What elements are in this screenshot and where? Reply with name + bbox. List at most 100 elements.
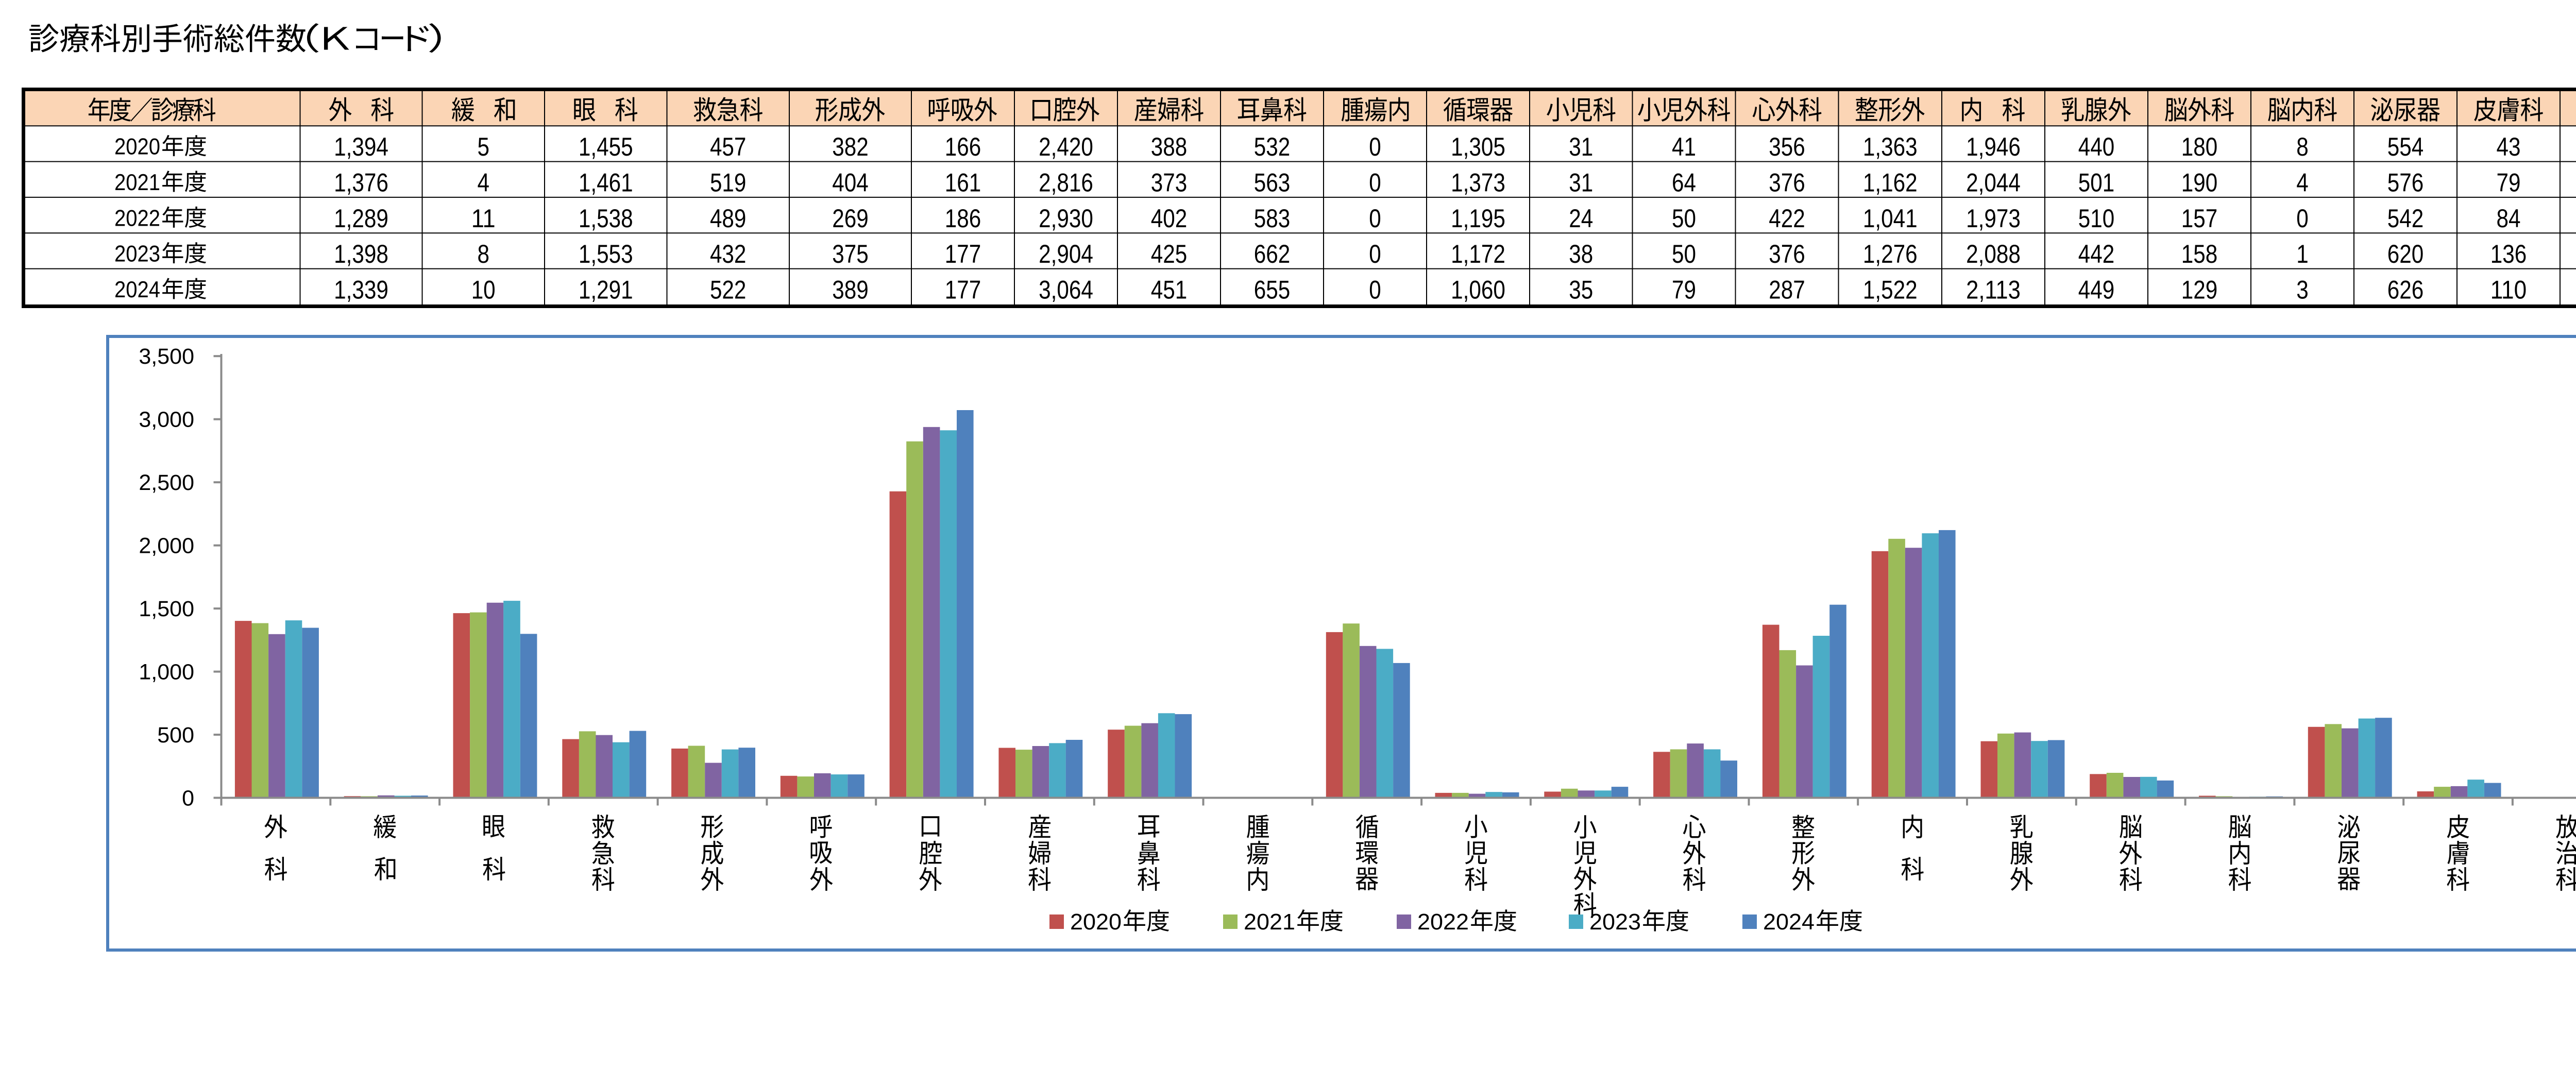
svg-text:79: 79	[1672, 276, 1696, 304]
svg-text:177: 177	[945, 240, 981, 268]
svg-text:50: 50	[1672, 240, 1696, 268]
svg-text:620: 620	[2387, 240, 2424, 268]
svg-text:500: 500	[157, 723, 194, 748]
svg-text:3,064: 3,064	[1039, 276, 1093, 304]
svg-text:177: 177	[945, 276, 981, 304]
svg-text:382: 382	[832, 132, 869, 161]
svg-text:389: 389	[832, 276, 869, 304]
svg-text:522: 522	[710, 276, 747, 304]
svg-text:563: 563	[1254, 168, 1291, 197]
svg-text:186: 186	[945, 204, 981, 233]
svg-text:1,455: 1,455	[579, 132, 633, 161]
svg-text:1,060: 1,060	[1451, 276, 1505, 304]
svg-text:442: 442	[2078, 240, 2115, 268]
svg-text:0: 0	[1369, 276, 1381, 304]
svg-text:64: 64	[1672, 168, 1696, 197]
svg-text:1,500: 1,500	[139, 597, 194, 621]
svg-text:5: 5	[477, 132, 489, 161]
svg-text:626: 626	[2387, 276, 2424, 304]
svg-text:158: 158	[2181, 240, 2218, 268]
svg-text:4: 4	[477, 168, 489, 197]
svg-text:2,816: 2,816	[1039, 168, 1093, 197]
svg-text:3,500: 3,500	[139, 344, 194, 369]
svg-text:166: 166	[945, 132, 981, 161]
svg-text:8: 8	[477, 240, 489, 268]
svg-text:376: 376	[1769, 168, 1805, 197]
svg-text:1,276: 1,276	[1863, 240, 1918, 268]
svg-text:2,500: 2,500	[139, 470, 194, 495]
svg-text:2,420: 2,420	[1039, 132, 1093, 161]
svg-text:2022: 2022	[114, 206, 160, 231]
svg-text:1,373: 1,373	[1451, 168, 1505, 197]
svg-text:376: 376	[1769, 240, 1805, 268]
svg-text:1,305: 1,305	[1451, 132, 1505, 161]
svg-text:655: 655	[1254, 276, 1291, 304]
svg-text:1,461: 1,461	[579, 168, 633, 197]
svg-text:1,195: 1,195	[1451, 204, 1505, 233]
svg-text:269: 269	[832, 204, 869, 233]
svg-text:402: 402	[1151, 204, 1188, 233]
svg-text:2021: 2021	[1244, 909, 1295, 935]
svg-text:1,376: 1,376	[334, 168, 388, 197]
svg-text:2022: 2022	[1417, 909, 1469, 935]
svg-text:375: 375	[832, 240, 869, 268]
svg-text:489: 489	[710, 204, 747, 233]
svg-text:110: 110	[2490, 276, 2527, 304]
svg-text:1,000: 1,000	[139, 660, 194, 685]
svg-text:1,289: 1,289	[334, 204, 388, 233]
svg-text:0: 0	[182, 786, 194, 811]
svg-text:3: 3	[2296, 276, 2309, 304]
svg-text:449: 449	[2078, 276, 2115, 304]
svg-text:432: 432	[710, 240, 747, 268]
svg-text:373: 373	[1151, 168, 1188, 197]
svg-text:1,973: 1,973	[1966, 204, 2021, 233]
svg-text:356: 356	[1769, 132, 1805, 161]
svg-text:129: 129	[2181, 276, 2218, 304]
svg-text:3,000: 3,000	[139, 408, 194, 432]
svg-text:161: 161	[945, 168, 981, 197]
svg-text:1,538: 1,538	[579, 204, 633, 233]
svg-text:2020: 2020	[114, 134, 160, 160]
svg-text:2024: 2024	[114, 277, 160, 302]
svg-text:31: 31	[1569, 132, 1593, 161]
svg-text:576: 576	[2387, 168, 2424, 197]
svg-text:1,172: 1,172	[1451, 240, 1505, 268]
svg-text:35: 35	[1569, 276, 1593, 304]
svg-text:8: 8	[2296, 132, 2309, 161]
svg-text:157: 157	[2181, 204, 2218, 233]
svg-text:136: 136	[2490, 240, 2527, 268]
svg-text:2020: 2020	[1070, 909, 1122, 935]
svg-text:2024: 2024	[1763, 909, 1815, 935]
svg-text:84: 84	[2497, 204, 2521, 233]
svg-text:1: 1	[2296, 240, 2309, 268]
svg-text:0: 0	[2296, 204, 2309, 233]
svg-text:1,291: 1,291	[579, 276, 633, 304]
svg-text:1,946: 1,946	[1966, 132, 2021, 161]
svg-text:41: 41	[1672, 132, 1696, 161]
svg-text:0: 0	[1369, 204, 1381, 233]
svg-text:583: 583	[1254, 204, 1291, 233]
svg-text:0: 0	[1369, 132, 1381, 161]
svg-text:2023: 2023	[114, 242, 160, 267]
svg-text:662: 662	[1254, 240, 1291, 268]
svg-text:425: 425	[1151, 240, 1188, 268]
svg-text:0: 0	[1369, 240, 1381, 268]
svg-text:50: 50	[1672, 204, 1696, 233]
svg-text:43: 43	[2497, 132, 2521, 161]
svg-text:1,339: 1,339	[334, 276, 388, 304]
svg-text:1,553: 1,553	[579, 240, 633, 268]
svg-text:24: 24	[1569, 204, 1593, 233]
svg-text:457: 457	[710, 132, 747, 161]
svg-text:190: 190	[2181, 168, 2218, 197]
svg-text:554: 554	[2387, 132, 2424, 161]
svg-text:451: 451	[1151, 276, 1188, 304]
svg-text:2,088: 2,088	[1966, 240, 2021, 268]
svg-text:10: 10	[471, 276, 496, 304]
svg-text:510: 510	[2078, 204, 2115, 233]
svg-text:1,041: 1,041	[1863, 204, 1918, 233]
svg-text:79: 79	[2497, 168, 2521, 197]
svg-text:2,113: 2,113	[1966, 276, 2021, 304]
svg-text:1,363: 1,363	[1863, 132, 1918, 161]
svg-text:1,394: 1,394	[334, 132, 388, 161]
svg-text:542: 542	[2387, 204, 2424, 233]
